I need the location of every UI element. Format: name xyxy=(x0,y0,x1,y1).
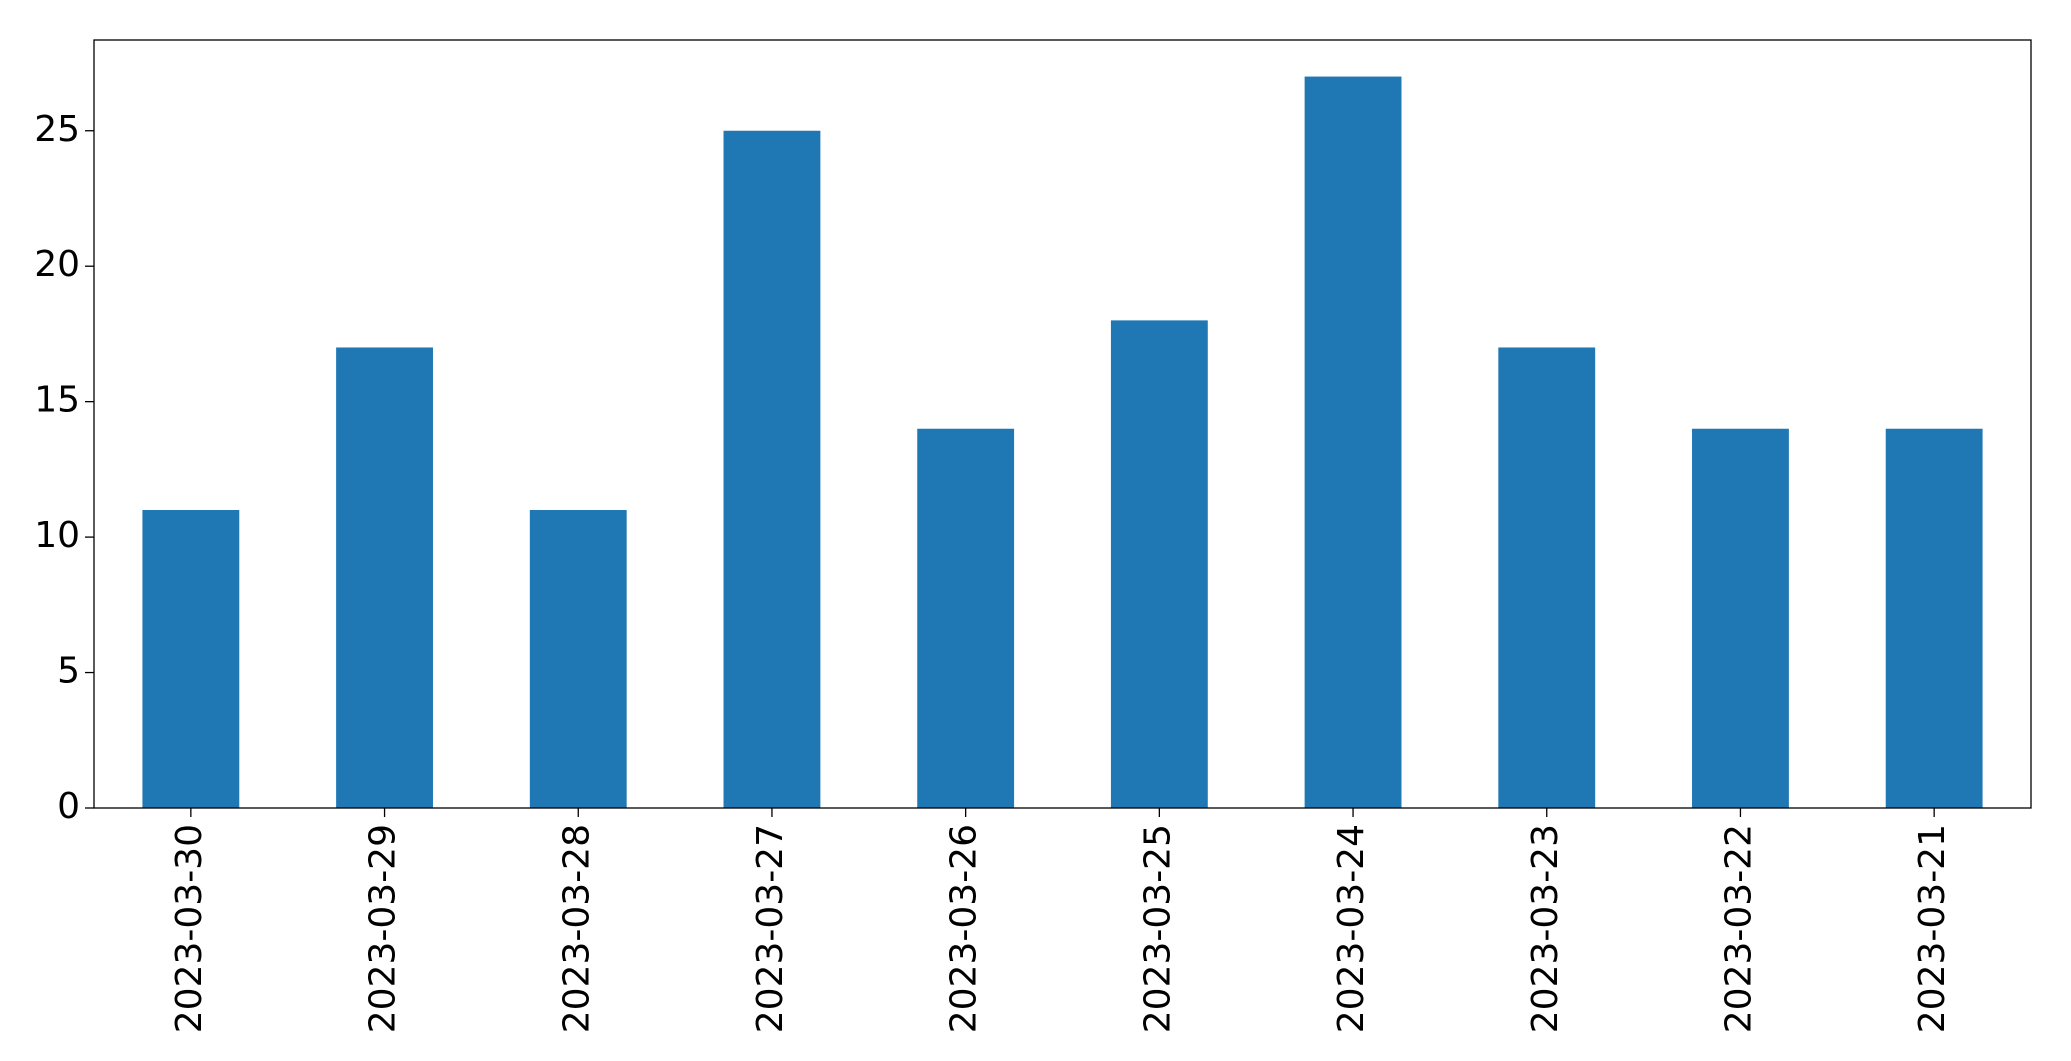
x-tick-label: 2023-03-25 xyxy=(1137,824,1178,1033)
bar xyxy=(1110,320,1208,808)
x-tick-label: 2023-03-29 xyxy=(363,824,404,1033)
x-tick-label: 2023-03-22 xyxy=(1718,824,1759,1033)
bar xyxy=(723,130,821,808)
y-tick-label: 25 xyxy=(34,109,80,150)
x-tick-label: 2023-03-27 xyxy=(750,824,791,1033)
bar xyxy=(1304,76,1402,809)
bar xyxy=(336,347,433,808)
x-tick-label: 2023-03-21 xyxy=(1912,824,1953,1033)
bar xyxy=(1692,428,1789,808)
bar xyxy=(142,510,240,808)
x-tick-label: 2023-03-30 xyxy=(169,824,210,1033)
y-tick-label: 15 xyxy=(34,380,80,421)
x-tick-label: 2023-03-23 xyxy=(1525,824,1566,1033)
bar xyxy=(917,428,1015,808)
y-tick-label: 0 xyxy=(57,786,80,827)
bar xyxy=(1885,428,1983,808)
x-tick-label: 2023-03-26 xyxy=(944,824,985,1033)
x-tick-label: 2023-03-28 xyxy=(556,824,597,1033)
y-tick-label: 5 xyxy=(57,651,80,692)
y-tick-label: 20 xyxy=(34,244,80,285)
bar xyxy=(1498,347,1596,808)
bar xyxy=(529,510,627,808)
y-tick-label: 10 xyxy=(34,515,80,556)
x-tick-label: 2023-03-24 xyxy=(1331,824,1372,1033)
plot-frame xyxy=(93,39,2032,809)
